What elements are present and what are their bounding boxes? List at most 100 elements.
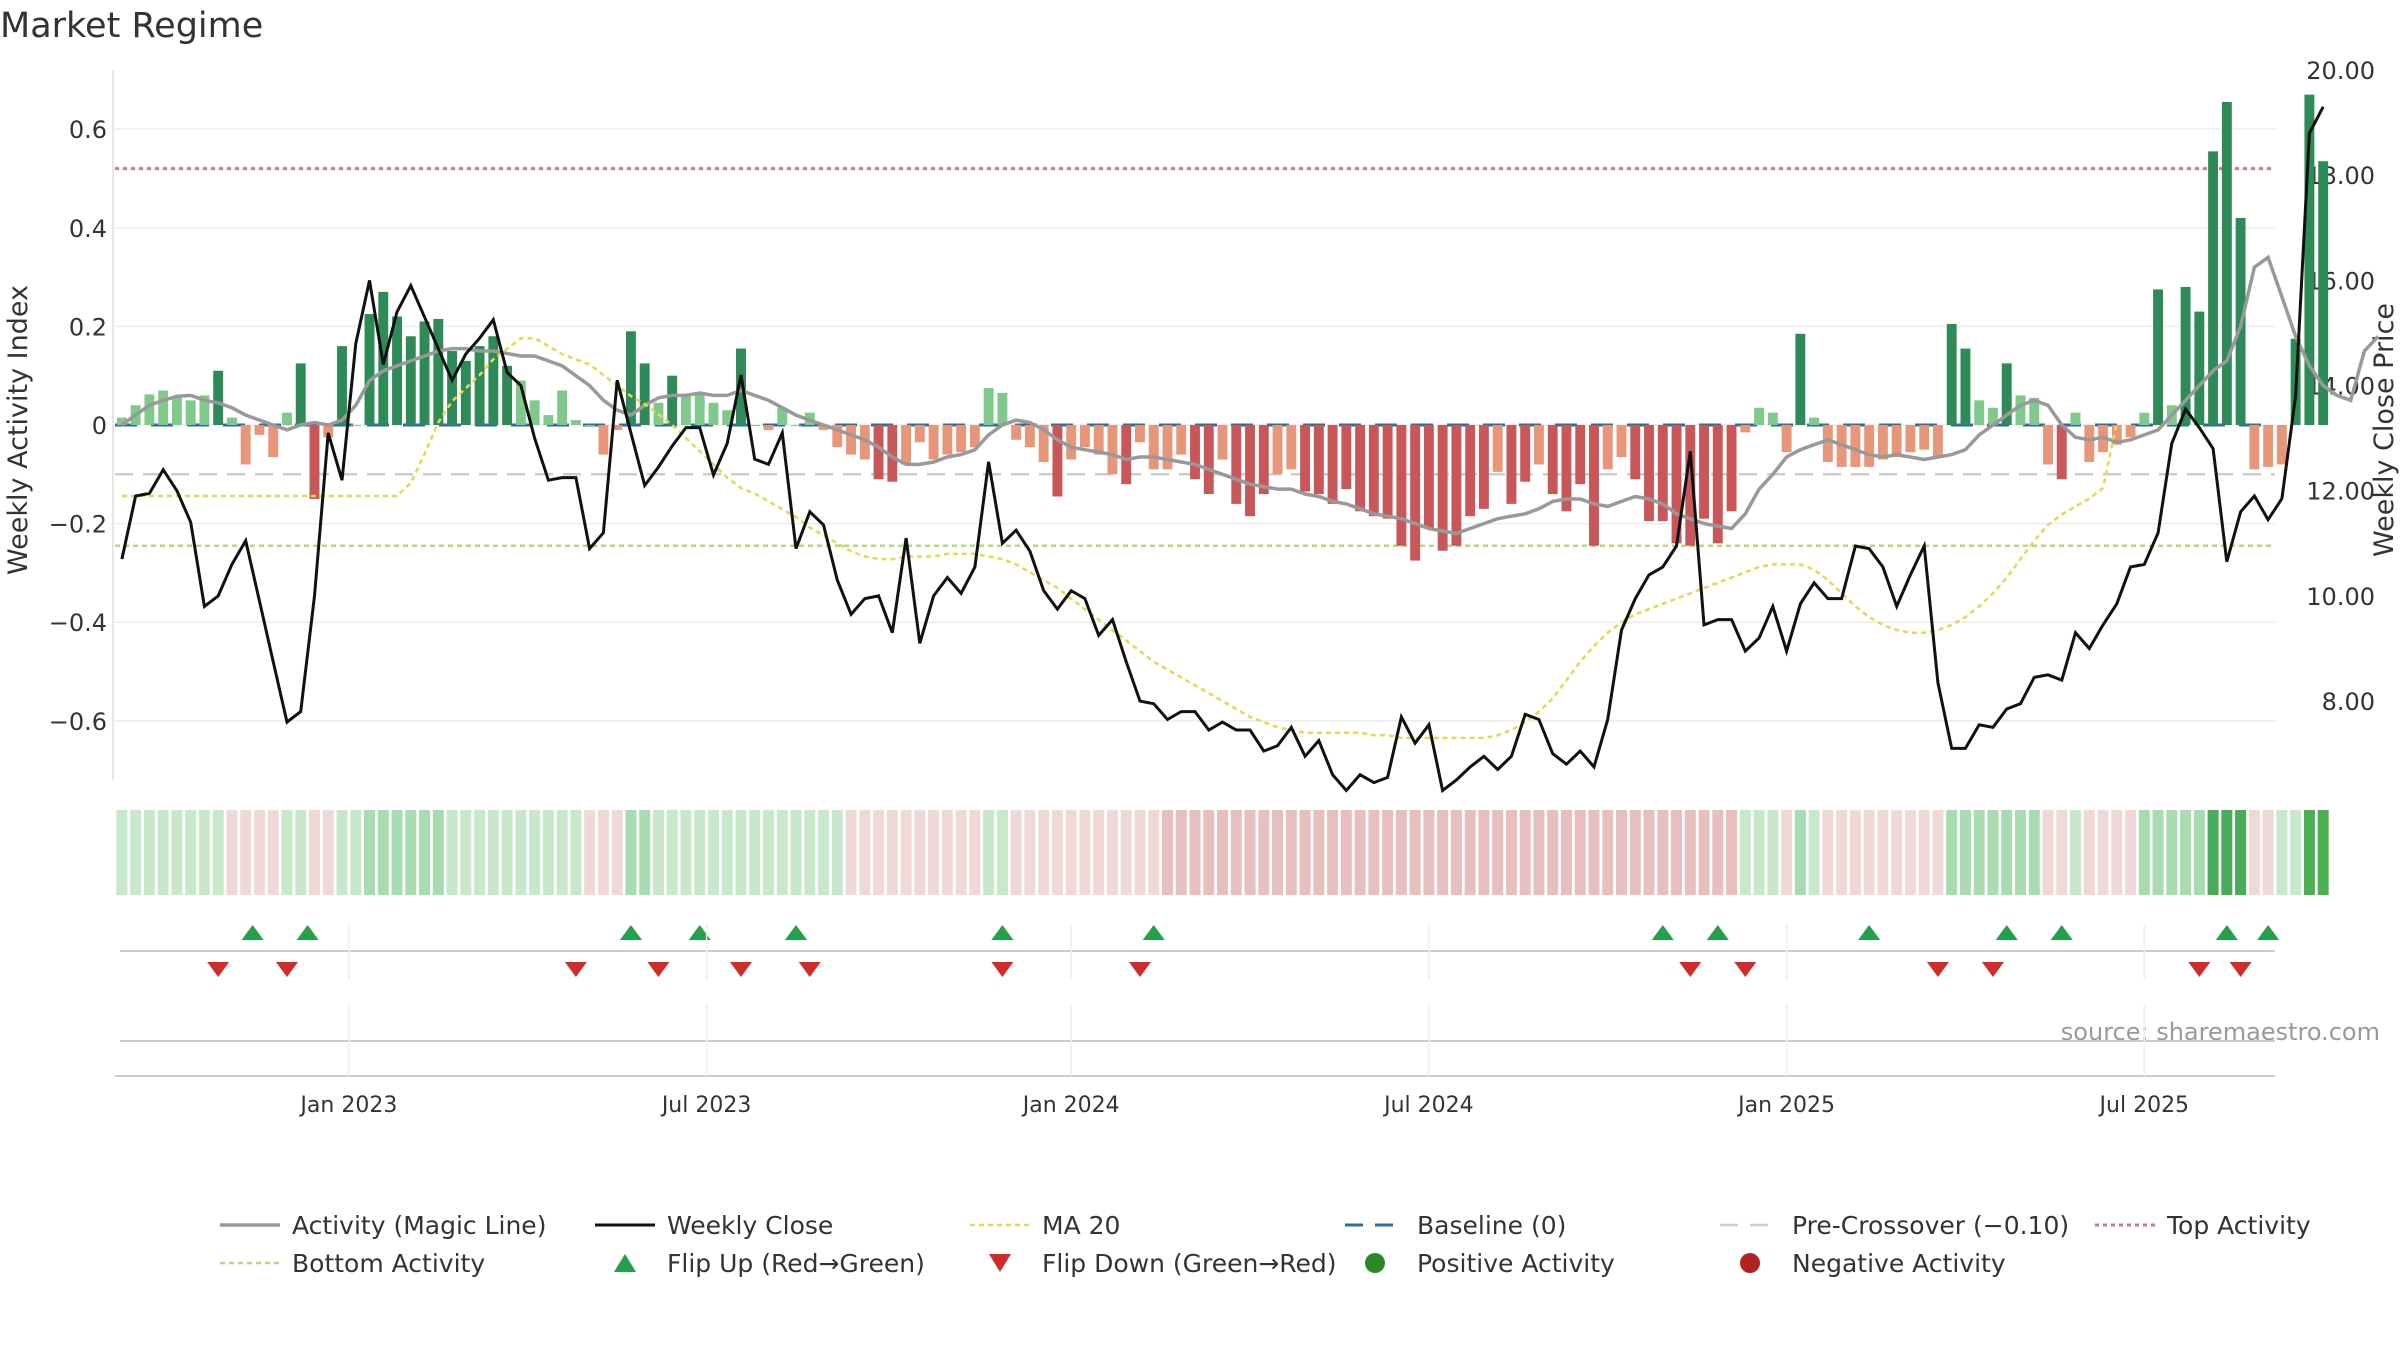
legend-item: Flip Down (Green→Red) (989, 1249, 1337, 1278)
flip-up-marker (241, 925, 264, 940)
regime-cell (2207, 810, 2219, 895)
regime-cell (1629, 810, 1641, 895)
activity-bar (1300, 425, 1311, 492)
flip-down-marker (991, 962, 1014, 977)
activity-bar (1822, 425, 1833, 462)
activity-bar (543, 415, 554, 425)
regime-cell (1615, 810, 1627, 895)
regime-cell (1505, 810, 1517, 895)
regime-cell (1726, 810, 1738, 895)
regime-cell (1918, 810, 1930, 895)
regime-cell (1258, 810, 1270, 895)
regime-cell (1230, 810, 1242, 895)
regime-cell (2028, 810, 2040, 895)
activity-bar (488, 336, 499, 425)
regime-cell (1120, 810, 1132, 895)
ma20-line (121, 336, 2119, 740)
activity-bar (1754, 407, 1765, 425)
regime-cell (735, 810, 747, 895)
regime-cell (955, 810, 967, 895)
activity-bar (2249, 425, 2260, 470)
activity-bar (1547, 425, 1558, 495)
activity-bar (1066, 425, 1077, 460)
flip-down-marker (647, 962, 670, 977)
activity-bar (1382, 425, 1393, 519)
regime-cell (556, 810, 568, 895)
activity-bar (1561, 425, 1572, 512)
legend-item: Flip Up (Red→Green) (614, 1249, 925, 1278)
x-tick-label: Jan 2025 (1736, 1093, 1835, 1118)
activity-bar (1465, 425, 1476, 517)
activity-bar (1988, 407, 1998, 425)
regime-cell (212, 810, 224, 895)
activity-bar (419, 321, 430, 425)
regime-cell (226, 810, 238, 895)
y-right-tick-label: 10.00 (2306, 583, 2375, 611)
regime-cell (584, 810, 596, 895)
regime-cell (419, 810, 431, 895)
regime-cell (1272, 810, 1284, 895)
activity-bar (392, 316, 402, 425)
activity-bar (1313, 425, 1324, 495)
activity-bar (1423, 425, 1434, 529)
y-left-tick-label: 0.4 (69, 215, 107, 243)
regime-cell (900, 810, 912, 895)
legend-label: Pre-Crossover (−0.10) (1792, 1211, 2069, 1240)
regime-cell (694, 810, 706, 895)
regime-cell (1712, 810, 1724, 895)
regime-cell (1533, 810, 1545, 895)
flip-up-marker (296, 925, 319, 940)
regime-cell (1065, 810, 1077, 895)
activity-bar (1602, 425, 1613, 470)
regime-cell (446, 810, 458, 895)
flip-up-marker (1995, 925, 2018, 940)
regime-cell (1519, 810, 1531, 895)
activity-bar (1575, 425, 1586, 485)
regime-cell (969, 810, 981, 895)
legend-item: Activity (Magic Line) (220, 1211, 546, 1240)
flip-up-marker (2257, 925, 2280, 940)
activity-bar (2111, 425, 2122, 445)
flip-up-marker (2050, 925, 2073, 940)
regime-cell (1822, 810, 1834, 895)
activity-bar (474, 346, 485, 425)
legend-item: Baseline (0) (1345, 1211, 1566, 1240)
regime-cell (996, 810, 1008, 895)
activity-bar (1726, 425, 1737, 512)
regime-cell (1340, 810, 1352, 895)
activity-bar (268, 425, 279, 458)
regime-cell (391, 810, 403, 895)
activity-bar (282, 412, 292, 425)
activity-bar (1148, 425, 1159, 470)
activity-bar (777, 407, 788, 425)
regime-cell (2221, 810, 2233, 895)
activity-bar (681, 395, 691, 425)
legend-swatch (1365, 1253, 1385, 1273)
regime-cell (2262, 810, 2274, 895)
legend-label: Negative Activity (1792, 1249, 2006, 1278)
regime-cell (1684, 810, 1696, 895)
regime-cell (2097, 810, 2109, 895)
regime-cell (198, 810, 210, 895)
regime-cell (1368, 810, 1380, 895)
regime-cell (295, 810, 307, 895)
activity-bar (901, 425, 912, 465)
activity-bar (1864, 425, 1875, 467)
activity-bar (1891, 425, 1902, 458)
regime-cell (1932, 810, 1944, 895)
regime-cell (515, 810, 527, 895)
regime-cell (1285, 810, 1297, 895)
regime-cell (474, 810, 486, 895)
flip-down-marker (1679, 962, 1702, 977)
y-left-tick-label: −0.2 (49, 511, 107, 539)
regime-cell (611, 810, 623, 895)
legend-label: Bottom Activity (292, 1249, 485, 1278)
activity-bar (1630, 425, 1641, 480)
regime-cell (460, 810, 472, 895)
activity-bar (1809, 417, 1820, 425)
activity-bar (1795, 333, 1806, 425)
weekly-close-line (120, 106, 2325, 794)
activity-bar (364, 314, 375, 425)
regime-cell (1038, 810, 1050, 895)
activity-bar (914, 425, 925, 443)
